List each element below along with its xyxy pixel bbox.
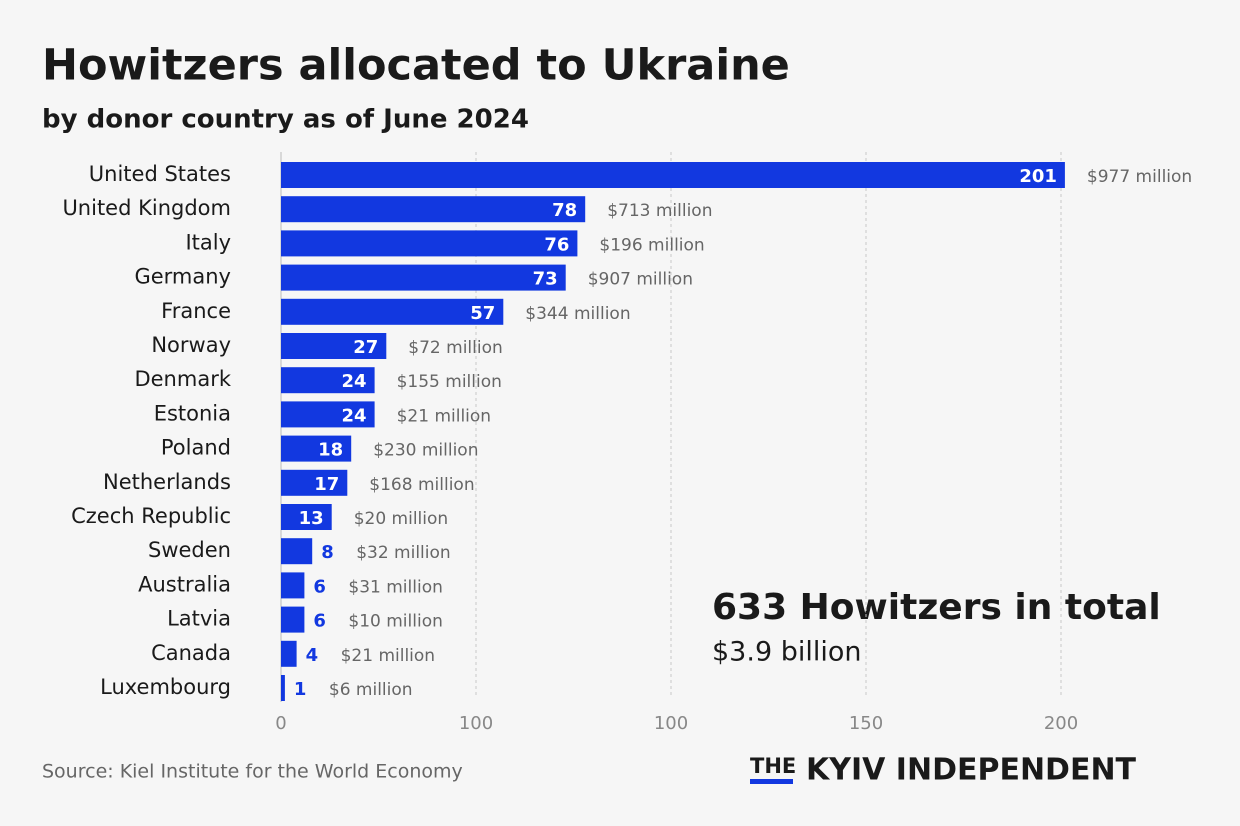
value-label: 201 <box>1019 166 1057 187</box>
logo: KYIV INDEPENDENT <box>806 753 1137 788</box>
bar <box>281 538 313 565</box>
y-tick-label: Denmark <box>134 367 231 391</box>
y-tick-label: United States <box>89 162 231 186</box>
cost-label: $20 million <box>354 509 448 529</box>
logo-bar <box>750 779 793 784</box>
bar <box>281 264 566 291</box>
bar <box>281 675 285 701</box>
cost-label: $6 million <box>329 680 413 700</box>
total-subtitle: $3.9 billion <box>712 637 861 668</box>
y-tick-label: Italy <box>185 230 231 254</box>
cost-label: $344 million <box>525 304 630 324</box>
y-tick-label: Czech Republic <box>71 504 231 528</box>
x-tick-label: 200 <box>1044 713 1078 734</box>
bar <box>281 298 504 325</box>
cost-label: $977 million <box>1087 167 1192 187</box>
x-tick-label: 150 <box>849 713 883 734</box>
bar <box>281 504 332 530</box>
value-label: 13 <box>299 508 324 529</box>
cost-label: $230 million <box>373 441 478 461</box>
cost-label: $10 million <box>348 612 442 632</box>
bar <box>281 230 578 257</box>
bar <box>281 333 387 359</box>
bar <box>281 469 348 496</box>
value-label: 76 <box>544 234 569 255</box>
cost-label: $72 million <box>408 338 502 358</box>
value-label: 57 <box>470 303 495 324</box>
value-label: 6 <box>313 611 326 632</box>
cost-label: $196 million <box>599 235 704 255</box>
y-tick-label: Estonia <box>154 401 231 425</box>
bar <box>281 435 352 462</box>
value-label: 17 <box>314 474 339 495</box>
value-label: 1 <box>294 679 307 700</box>
value-label: 27 <box>353 337 378 358</box>
y-tick-label: Netherlands <box>103 470 231 494</box>
cost-label: $21 million <box>397 406 491 426</box>
chart-subtitle: by donor country as of June 2024 <box>42 105 529 135</box>
bar <box>281 606 305 633</box>
y-tick-label: Canada <box>151 641 231 665</box>
y-tick-label: Poland <box>161 436 231 460</box>
cost-label: $155 million <box>397 372 502 392</box>
cost-label: $713 million <box>607 201 712 221</box>
bar <box>281 401 375 428</box>
cost-label: $907 million <box>588 270 693 290</box>
value-label: 18 <box>318 440 343 461</box>
value-label: 6 <box>313 576 326 597</box>
cost-label: $168 million <box>369 475 474 495</box>
y-tick-label: Germany <box>134 265 231 289</box>
chart-title: Howitzers allocated to Ukraine <box>42 41 790 91</box>
logo-small: THE <box>750 754 796 778</box>
bar <box>281 196 586 223</box>
bar <box>281 572 305 599</box>
total-title: 633 Howitzers in total <box>712 587 1161 628</box>
value-label: 8 <box>321 542 334 563</box>
value-label: 4 <box>306 645 319 666</box>
x-tick-label: 100 <box>459 713 493 734</box>
x-tick-label: 100 <box>654 713 688 734</box>
y-tick-label: Norway <box>151 333 231 357</box>
x-tick-label: 0 <box>275 713 286 734</box>
bar <box>281 162 1065 188</box>
bar <box>281 640 297 667</box>
y-tick-label: Sweden <box>148 538 231 562</box>
value-label: 24 <box>342 405 367 426</box>
value-label: 78 <box>552 200 577 221</box>
value-label: 24 <box>342 371 367 392</box>
value-label: 73 <box>533 269 558 290</box>
source: Source: Kiel Institute for the World Eco… <box>42 761 463 783</box>
y-tick-label: Luxembourg <box>100 675 231 699</box>
bar <box>281 367 375 394</box>
cost-label: $21 million <box>341 646 435 666</box>
cost-label: $32 million <box>356 543 450 563</box>
y-tick-label: France <box>161 299 231 323</box>
y-tick-label: Australia <box>138 572 231 596</box>
y-tick-label: Latvia <box>167 607 231 631</box>
cost-label: $31 million <box>348 577 442 597</box>
y-tick-label: United Kingdom <box>62 196 231 220</box>
